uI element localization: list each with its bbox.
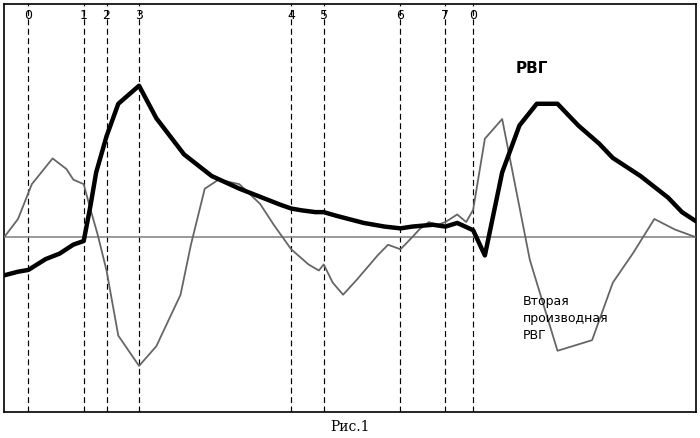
Text: Рис.1: Рис.1 xyxy=(330,420,370,434)
Text: РВГ: РВГ xyxy=(516,61,548,76)
Text: 1: 1 xyxy=(80,8,88,21)
Text: 0: 0 xyxy=(25,8,32,21)
Text: 3: 3 xyxy=(135,8,143,21)
Text: 5: 5 xyxy=(320,8,328,21)
Text: 2: 2 xyxy=(103,8,111,21)
Text: 4: 4 xyxy=(287,8,295,21)
Text: 0: 0 xyxy=(469,8,477,21)
Text: 6: 6 xyxy=(397,8,405,21)
Text: 7: 7 xyxy=(442,8,449,21)
Text: Вторая
производная
РВГ: Вторая производная РВГ xyxy=(523,295,608,342)
